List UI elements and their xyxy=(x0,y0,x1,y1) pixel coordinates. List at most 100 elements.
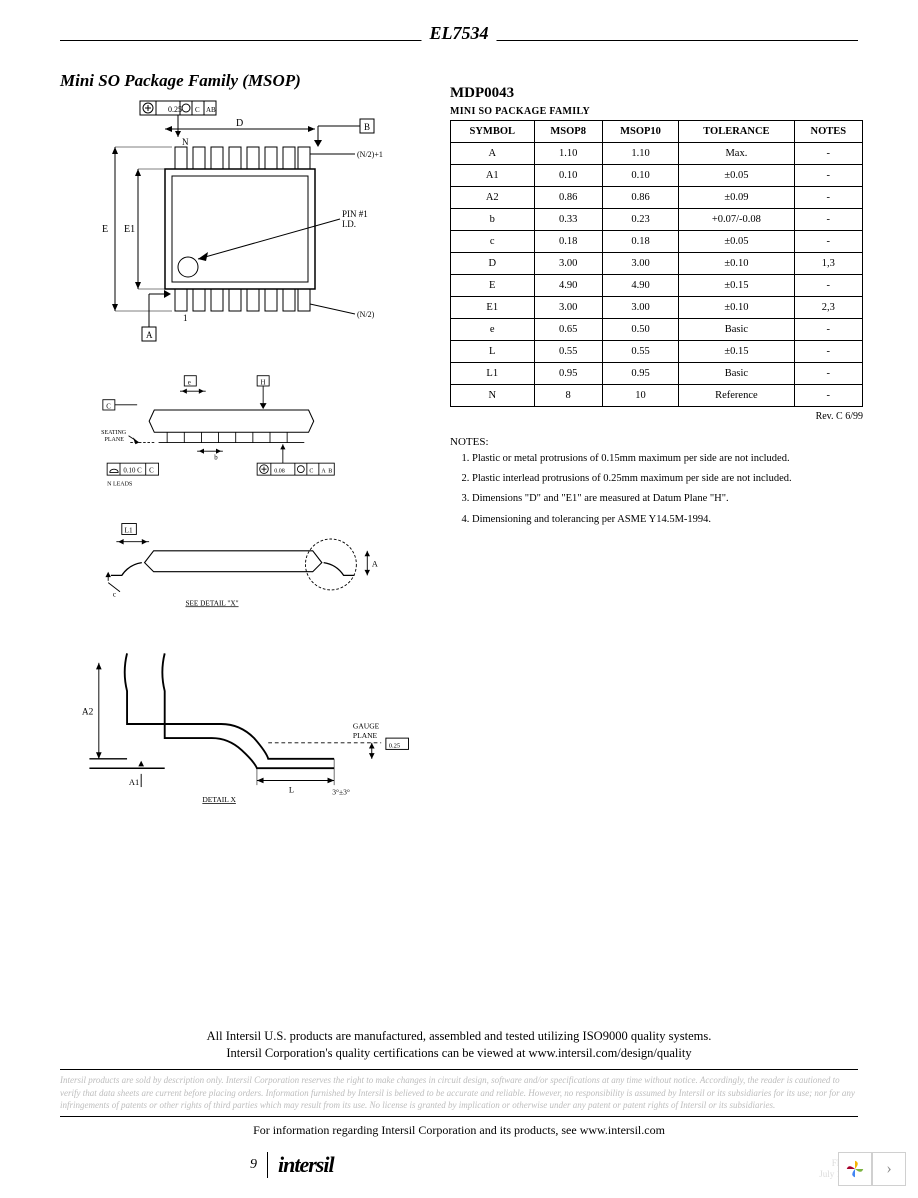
table-cell: ±0.05 xyxy=(679,165,794,187)
svg-text:C: C xyxy=(106,403,111,410)
table-row: E13.003.00±0.102,3 xyxy=(451,297,863,319)
table-cell: b xyxy=(451,209,535,231)
table-cell: ±0.05 xyxy=(679,231,794,253)
table-row: b0.330.23+0.07/-0.08- xyxy=(451,209,863,231)
package-end-view-diagram: L1 A c xyxy=(60,519,410,624)
col-msop10: MSOP10 xyxy=(602,121,678,143)
table-cell: - xyxy=(794,165,862,187)
table-cell: 0.10 xyxy=(534,165,602,187)
table-cell: 8 xyxy=(534,385,602,407)
table-cell: 0.18 xyxy=(602,231,678,253)
table-cell: e xyxy=(451,319,535,341)
svg-text:A1: A1 xyxy=(129,777,139,787)
document-title: EL7534 xyxy=(421,23,496,44)
footer-info: For information regarding Intersil Corpo… xyxy=(50,1123,868,1138)
table-row: e0.650.50Basic- xyxy=(451,319,863,341)
svg-text:(N/2)+1: (N/2)+1 xyxy=(357,150,383,159)
svg-text:0.25: 0.25 xyxy=(389,743,401,750)
table-cell: 0.55 xyxy=(602,341,678,363)
table-cell: 1.10 xyxy=(602,143,678,165)
svg-text:e: e xyxy=(188,379,191,386)
table-cell: D xyxy=(451,253,535,275)
mdp-code: MDP0043 xyxy=(450,85,863,102)
svg-text:I.D.: I.D. xyxy=(342,219,356,229)
svg-text:c: c xyxy=(113,590,116,598)
svg-text:B: B xyxy=(328,469,332,475)
detail-x-diagram: A2 A1 L 3°±3° GAUGE xyxy=(60,644,410,809)
table-cell: - xyxy=(794,385,862,407)
package-side-view-diagram: e H xyxy=(60,374,410,499)
table-cell: ±0.10 xyxy=(679,253,794,275)
table-row: L0.550.55±0.15- xyxy=(451,341,863,363)
table-cell: c xyxy=(451,231,535,253)
notes-list: Plastic or metal protrusions of 0.15mm m… xyxy=(450,452,863,527)
table-cell: 3.00 xyxy=(602,297,678,319)
table-cell: 0.33 xyxy=(534,209,602,231)
table-cell: - xyxy=(794,209,862,231)
table-cell: 10 xyxy=(602,385,678,407)
table-cell: ±0.10 xyxy=(679,297,794,319)
table-caption: MINI SO PACKAGE FAMILY xyxy=(450,106,863,117)
table-cell: +0.07/-0.08 xyxy=(679,209,794,231)
col-symbol: SYMBOL xyxy=(451,121,535,143)
table-cell: 4.90 xyxy=(534,275,602,297)
table-row: A10.100.10±0.05- xyxy=(451,165,863,187)
svg-text:C: C xyxy=(149,468,154,475)
svg-text:SEE DETAIL "X": SEE DETAIL "X" xyxy=(185,599,238,607)
svg-text:(N/2): (N/2) xyxy=(357,310,375,319)
table-cell: A2 xyxy=(451,187,535,209)
svg-text:B: B xyxy=(211,106,216,114)
table-cell: 2,3 xyxy=(794,297,862,319)
svg-text:0.08: 0.08 xyxy=(274,469,285,475)
table-cell: Basic xyxy=(679,319,794,341)
pinwheel-icon[interactable] xyxy=(838,1152,872,1186)
note-item: Dimensions "D" and "E1" are measured at … xyxy=(472,492,863,506)
table-row: L10.950.95Basic- xyxy=(451,363,863,385)
table-cell: E xyxy=(451,275,535,297)
revision: Rev. C 6/99 xyxy=(450,411,863,422)
svg-text:PLANE: PLANE xyxy=(105,437,125,443)
table-cell: E1 xyxy=(451,297,535,319)
table-cell: Reference xyxy=(679,385,794,407)
svg-text:A2: A2 xyxy=(82,708,94,718)
table-row: E4.904.90±0.15- xyxy=(451,275,863,297)
table-cell: 0.86 xyxy=(602,187,678,209)
table-cell: 1.10 xyxy=(534,143,602,165)
svg-text:PIN #1: PIN #1 xyxy=(342,209,368,219)
table-cell: L xyxy=(451,341,535,363)
table-cell: 0.95 xyxy=(602,363,678,385)
package-top-view-diagram: 0.25 C A B D B xyxy=(60,99,410,354)
svg-text:1: 1 xyxy=(183,313,188,323)
table-row: N810Reference- xyxy=(451,385,863,407)
table-cell: 0.55 xyxy=(534,341,602,363)
svg-text:b: b xyxy=(214,455,218,462)
footer-quality-line1: All Intersil U.S. products are manufactu… xyxy=(50,1029,868,1044)
svg-text:N: N xyxy=(182,137,189,147)
svg-text:PLANE: PLANE xyxy=(353,731,378,740)
table-row: D3.003.00±0.101,3 xyxy=(451,253,863,275)
note-item: Dimensioning and tolerancing per ASME Y1… xyxy=(472,513,863,527)
footer-quality-line2: Intersil Corporation's quality certifica… xyxy=(50,1046,868,1061)
section-title: Mini SO Package Family (MSOP) xyxy=(60,71,430,91)
gdt-ref: C xyxy=(195,106,200,114)
svg-text:L1: L1 xyxy=(125,527,133,535)
table-cell: - xyxy=(794,187,862,209)
svg-text:L: L xyxy=(289,785,294,795)
brand-logo: intersil xyxy=(267,1152,334,1178)
next-page-button[interactable]: › xyxy=(872,1152,906,1186)
table-cell: 0.10 xyxy=(602,165,678,187)
nav-widget: › xyxy=(838,1152,906,1186)
table-cell: - xyxy=(794,363,862,385)
note-item: Plastic or metal protrusions of 0.15mm m… xyxy=(472,452,863,466)
svg-text:0.10 C: 0.10 C xyxy=(123,468,142,475)
col-msop8: MSOP8 xyxy=(534,121,602,143)
table-cell: N xyxy=(451,385,535,407)
svg-text:E: E xyxy=(102,224,108,235)
svg-text:N LEADS: N LEADS xyxy=(107,481,132,487)
table-cell: A xyxy=(451,143,535,165)
table-cell: - xyxy=(794,341,862,363)
table-cell: ±0.15 xyxy=(679,275,794,297)
table-cell: 0.95 xyxy=(534,363,602,385)
table-cell: 3.00 xyxy=(534,297,602,319)
table-row: A1.101.10Max.- xyxy=(451,143,863,165)
